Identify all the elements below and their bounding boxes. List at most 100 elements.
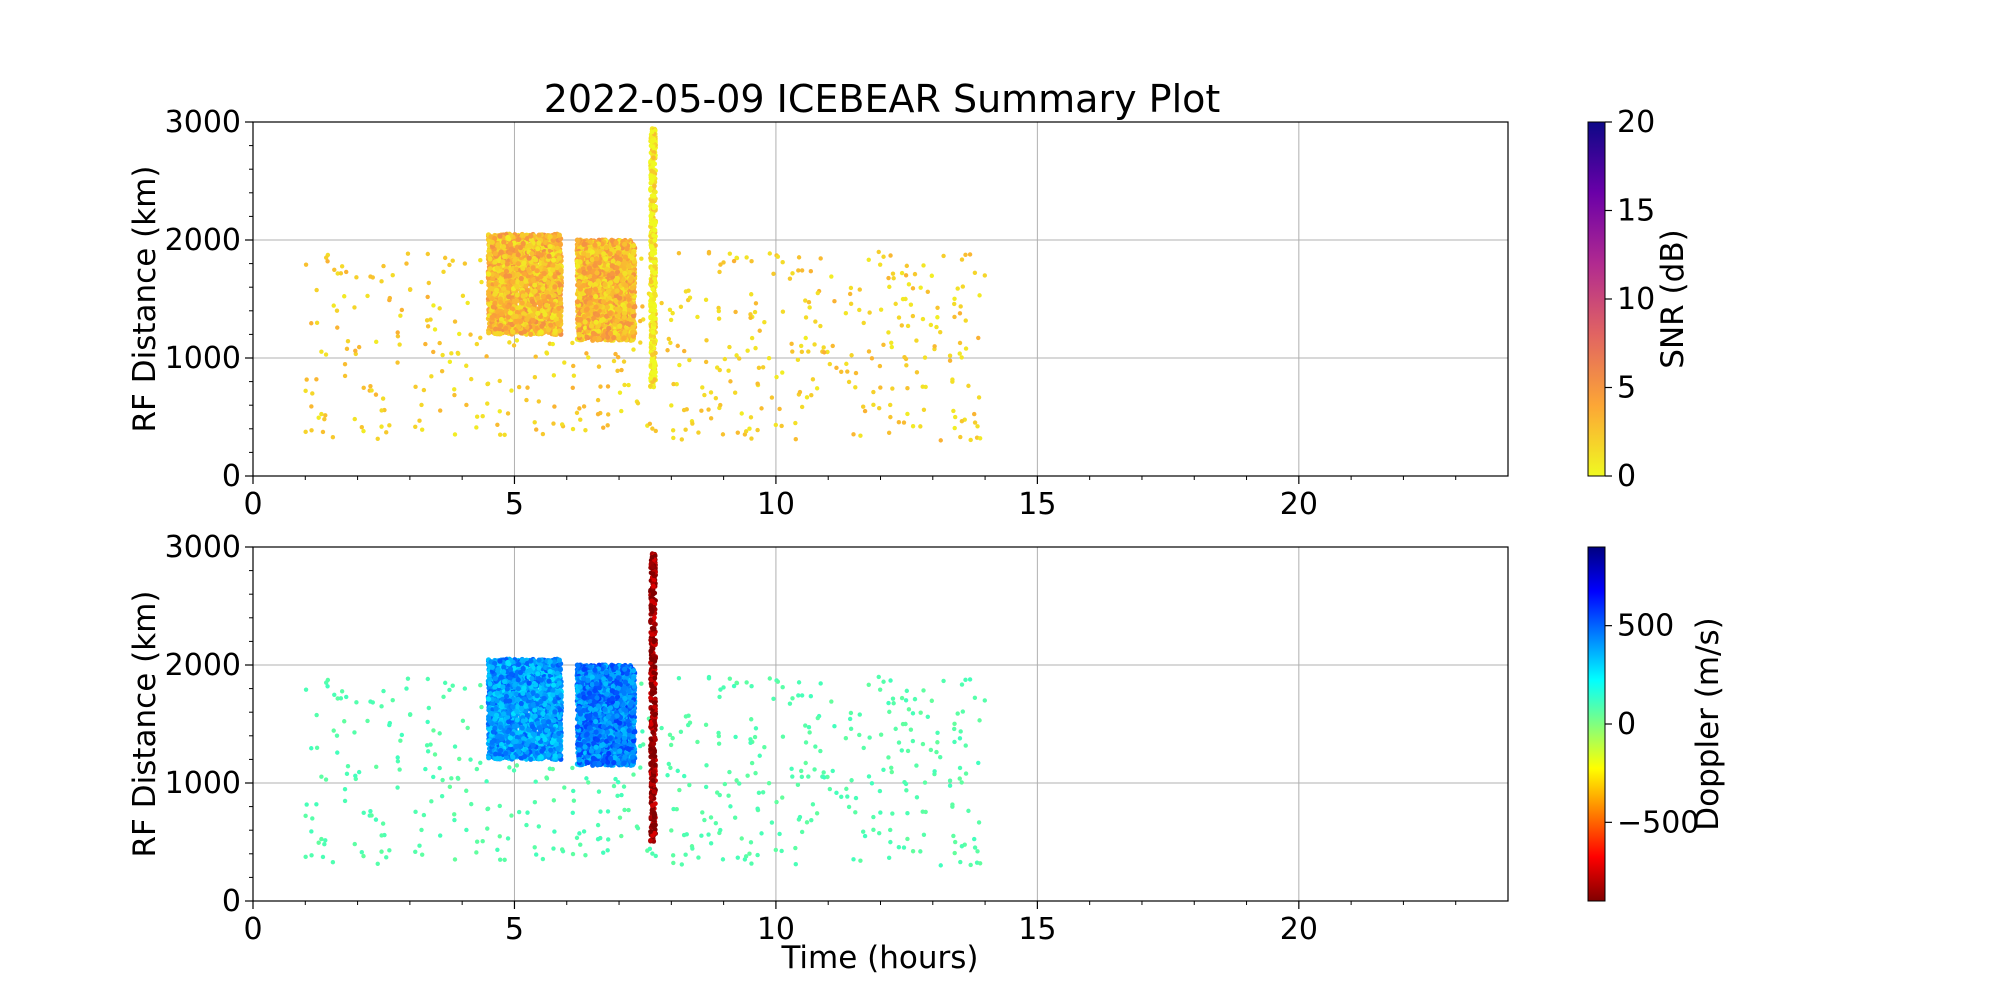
- scatter-point: [678, 304, 684, 310]
- scatter-point: [552, 404, 557, 409]
- scatter-point: [494, 265, 500, 271]
- scatter-point: [407, 287, 413, 293]
- scatter-point: [847, 291, 853, 297]
- scatter-point: [818, 323, 823, 329]
- scatter-point: [888, 253, 893, 258]
- scatter-point: [687, 295, 693, 300]
- scatter-point: [478, 258, 483, 263]
- scatter-point: [545, 327, 552, 333]
- scatter-point: [431, 303, 436, 308]
- scatter-point: [578, 417, 583, 422]
- scatter-point: [518, 318, 524, 325]
- scatter-point: [947, 353, 953, 358]
- scatter-point: [630, 308, 636, 315]
- scatter-point: [793, 420, 798, 426]
- scatter-point: [550, 267, 556, 273]
- scatter-point: [464, 402, 469, 408]
- scatter-point: [727, 344, 732, 350]
- scatter-point: [334, 308, 340, 313]
- scatter-point: [437, 340, 442, 346]
- scatter-point: [344, 269, 349, 275]
- scatter-point: [513, 313, 519, 319]
- scatter-point: [721, 260, 726, 265]
- scatter-point: [479, 279, 484, 285]
- scatter-point: [829, 274, 834, 279]
- scatter-point: [905, 411, 910, 417]
- scatter-point: [511, 343, 517, 348]
- scatter-point: [387, 295, 393, 301]
- scatter-point: [920, 316, 926, 322]
- scatter-point: [806, 300, 812, 305]
- scatter-point: [595, 411, 601, 417]
- scatter-point: [556, 232, 562, 238]
- scatter-point: [546, 294, 552, 300]
- scatter-point: [755, 381, 760, 386]
- scatter-point: [319, 349, 324, 354]
- scatter-point: [478, 335, 483, 340]
- scatter-point: [344, 346, 350, 352]
- scatter-point: [615, 368, 620, 374]
- scatter-point: [497, 233, 503, 239]
- scatter-point: [474, 414, 480, 419]
- scatter-point: [323, 352, 329, 357]
- scatter-point: [929, 273, 935, 278]
- scatter-point: [947, 358, 953, 363]
- scatter-point: [462, 261, 468, 266]
- scatter-point: [938, 329, 943, 335]
- scatter-point: [889, 344, 894, 350]
- scatter-point: [869, 356, 875, 361]
- scatter-point: [630, 324, 636, 330]
- scatter-point: [387, 423, 392, 428]
- scatter-point: [921, 263, 926, 268]
- scatter-point: [904, 363, 909, 368]
- scatter-point: [780, 260, 785, 265]
- scatter-point: [587, 280, 593, 287]
- scatter-point: [780, 309, 786, 314]
- scatter-point: [532, 282, 538, 288]
- scatter-point: [952, 314, 957, 320]
- scatter-point: [621, 241, 628, 247]
- scatter-point: [581, 250, 587, 257]
- scatter-point: [335, 325, 340, 330]
- scatter-point: [439, 368, 445, 374]
- scatter-point: [773, 422, 779, 428]
- scatter-point: [419, 427, 425, 432]
- scatter-point: [576, 268, 582, 274]
- scatter-point: [498, 249, 504, 255]
- scatter-point: [507, 340, 512, 345]
- scatter-point: [515, 261, 521, 267]
- scatter-point: [731, 258, 737, 264]
- scatter-point: [771, 271, 776, 276]
- scatter-point: [714, 365, 720, 370]
- scatter-point: [621, 265, 627, 271]
- scatter-point: [574, 299, 581, 305]
- scatter-point: [732, 390, 738, 395]
- scatter-point: [886, 330, 891, 335]
- scatter-point: [727, 251, 733, 256]
- scatter-point: [325, 259, 330, 264]
- scatter-point: [790, 271, 795, 276]
- scatter-point: [972, 411, 977, 417]
- scatter-point: [795, 357, 801, 363]
- scatter-point: [653, 428, 658, 434]
- scatter-point: [509, 388, 514, 393]
- scatter-point: [614, 288, 620, 294]
- scatter-point: [921, 407, 927, 413]
- scatter-point: [881, 254, 886, 259]
- scatter-point: [607, 310, 613, 316]
- scatter-point: [516, 384, 522, 390]
- scatter-point: [590, 330, 596, 336]
- scatter-point: [375, 436, 380, 441]
- scatter-point: [452, 432, 458, 437]
- scatter-point: [519, 300, 525, 306]
- scatter-point: [405, 251, 411, 256]
- scatter-point: [803, 335, 808, 341]
- scatter-point: [603, 244, 610, 251]
- scatter-point: [606, 325, 612, 332]
- scatter-point: [718, 402, 723, 408]
- scatter-point: [734, 255, 739, 261]
- scatter-point: [793, 436, 798, 442]
- scatter-point: [699, 408, 704, 413]
- scatter-point: [955, 286, 960, 291]
- scatter-point: [429, 374, 434, 379]
